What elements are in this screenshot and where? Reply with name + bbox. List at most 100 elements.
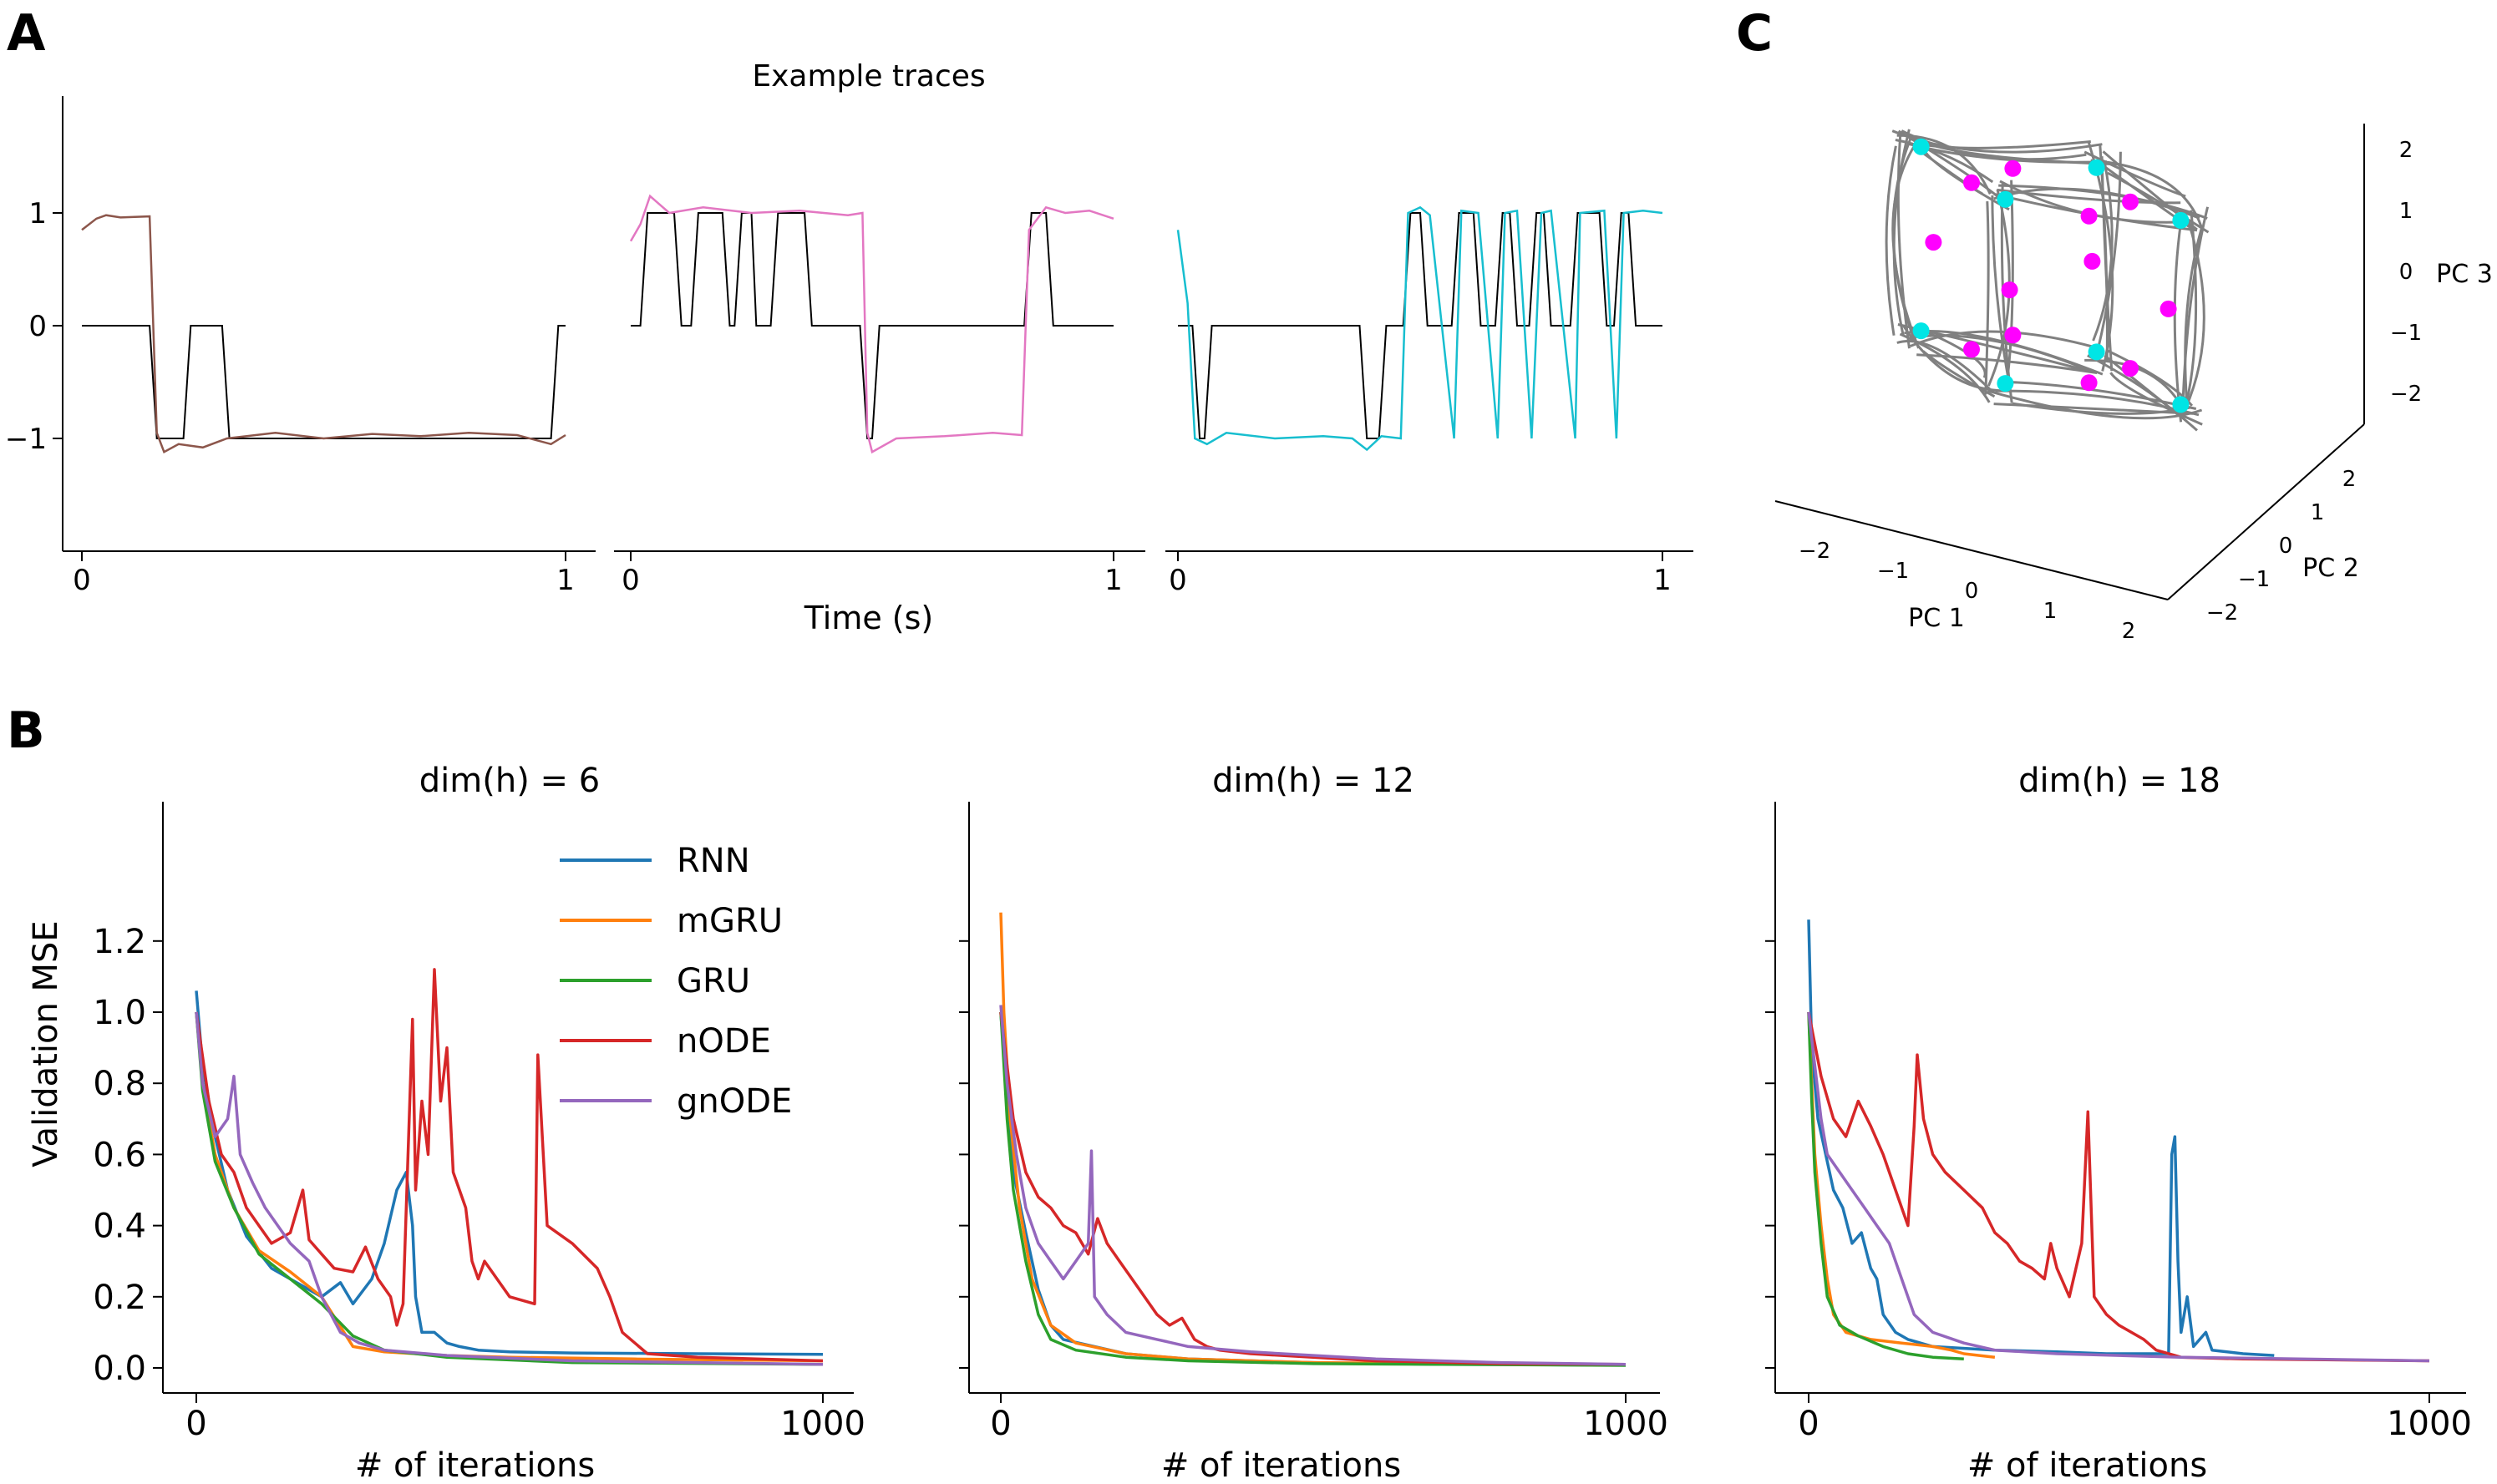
a-output-line: [1176, 205, 1663, 452]
b-xlabel: # of iterations: [355, 1446, 595, 1484]
pc2-tick-label: 0: [2279, 534, 2293, 559]
legend-label-gru: GRU: [677, 962, 750, 1000]
b-y-tick-label: 0.2: [93, 1279, 146, 1317]
c-trajectory: [2173, 221, 2183, 423]
pc2-tick-label: 2: [2342, 467, 2357, 492]
c-trajectory: [1885, 145, 1897, 336]
c-trajectory: [2087, 354, 2198, 432]
b-y-tick-label: 0.6: [93, 1136, 146, 1174]
c-face-fixed-point: [1963, 341, 1980, 358]
c-face-fixed-point: [2080, 207, 2098, 225]
b-y-tick-label: 1.2: [93, 923, 146, 961]
b-line-gru: [1807, 1011, 1964, 1361]
panel-a-title: Example traces: [752, 59, 985, 94]
b-line-gnode: [999, 1005, 1627, 1366]
pc2-tick-label: 1: [2311, 500, 2325, 525]
legend-label-gnode: gnODE: [677, 1082, 792, 1121]
b-line-node: [195, 968, 824, 1363]
c-corner-fixed-point: [1912, 138, 1930, 155]
c-corner-fixed-point: [1997, 375, 2014, 393]
b-y-tick-label: 0.8: [93, 1065, 146, 1103]
c-face-fixed-point: [2004, 160, 2022, 177]
a-y-tick-label: −1: [5, 423, 47, 456]
pc1-axis-line: [1774, 500, 2169, 600]
c-corner-fixed-point: [2172, 211, 2190, 229]
pc2-axis-line: [2167, 423, 2365, 600]
b-line-node: [999, 1011, 1627, 1366]
panel-b-training-curves: Validation MSE dim(h) = 6 0.0 0.2 0.4 0.6 0.8…: [27, 762, 2472, 1484]
pc3-tick-label: 1: [2399, 199, 2413, 224]
b-x-tick-label: 1000: [780, 1405, 865, 1443]
b-line-mgru: [195, 1011, 824, 1363]
c-face-fixed-point: [2001, 281, 2018, 299]
c-corner-fixed-point: [1997, 190, 2014, 208]
pc1-tick-label: 1: [2043, 599, 2058, 624]
c-corner-fixed-point: [2088, 159, 2105, 176]
a-x-tick-label: 1: [1104, 564, 1123, 597]
a-target-line: [1178, 212, 1662, 439]
panel-label-a: A: [7, 4, 46, 63]
c-trajectory: [2184, 221, 2205, 410]
c-face-fixed-point: [1963, 174, 1980, 191]
c-face-fixed-point: [2080, 374, 2098, 392]
pc1-tick-label: 0: [1965, 579, 1979, 604]
c-trajectory: [1987, 389, 2203, 420]
pc2-tick-label: −1: [2238, 567, 2270, 592]
b-line-rnn: [999, 1011, 1627, 1367]
legend-label-node: nODE: [677, 1022, 771, 1061]
c-trajectory: [2182, 210, 2198, 414]
panel-c-axes: [1774, 124, 2365, 600]
b-x-tick-label: 0: [990, 1405, 1011, 1443]
b-line-gnode: [1807, 1011, 2430, 1363]
c-trajectory: [1921, 150, 1983, 195]
pc1-tick-label: −2: [1799, 539, 1830, 564]
panel-c-fixed-points: [1912, 138, 2190, 413]
c-trajectory: [1984, 201, 1990, 395]
c-face-fixed-point: [2159, 300, 2177, 317]
a-y-tick-label: 1: [28, 197, 47, 230]
b-y-tick-label: 0.4: [93, 1208, 146, 1246]
c-trajectory: [1896, 339, 1994, 393]
c-trajectory: [1896, 132, 1911, 349]
pc1-tick-label: −1: [1877, 559, 1909, 584]
b-x-tick-label: 1000: [1583, 1405, 1668, 1443]
a-x-tick-label: 1: [1653, 564, 1672, 597]
panel-label-b: B: [7, 701, 45, 760]
c-trajectory: [1910, 330, 2094, 348]
b-line-gru: [195, 1011, 824, 1366]
legend-label-rnn: RNN: [677, 842, 750, 880]
c-trajectory: [2083, 150, 2186, 198]
b-xlabel: # of iterations: [1161, 1446, 1401, 1484]
panel-a-traces: [81, 194, 1663, 454]
panel-b-lines: [195, 912, 2430, 1367]
panel-label-c: C: [1736, 4, 1773, 63]
panel-b-ylabel: Validation MSE: [27, 920, 65, 1167]
c-face-fixed-point: [1925, 234, 1942, 251]
panel-a-xlabel: Time (s): [804, 600, 934, 636]
b-subplot-title: dim(h) = 12: [1212, 762, 1414, 800]
b-line-gnode: [195, 1011, 824, 1366]
b-x-tick-label: 1000: [2387, 1405, 2472, 1443]
b-x-tick-label: 0: [185, 1405, 206, 1443]
a-x-tick-label: 0: [1169, 564, 1187, 597]
pc2-label: PC 2: [2302, 554, 2359, 583]
b-xlabel: # of iterations: [1967, 1446, 2207, 1484]
a-target-line: [82, 325, 566, 439]
pc3-tick-label: −1: [2390, 321, 2422, 346]
c-face-fixed-point: [2004, 327, 2022, 344]
a-target-line: [631, 212, 1114, 439]
b-y-tick-label: 0.0: [93, 1350, 146, 1388]
a-x-tick-label: 1: [556, 564, 575, 597]
c-trajectory: [1892, 129, 1911, 336]
a-output-line: [629, 194, 1114, 454]
c-corner-fixed-point: [2088, 343, 2105, 361]
a-y-tick-label: 0: [28, 310, 47, 343]
a-x-tick-label: 0: [622, 564, 640, 597]
c-corner-fixed-point: [2172, 396, 2190, 413]
c-corner-fixed-point: [1912, 322, 1930, 340]
a-output-line: [81, 214, 566, 453]
c-trajectory: [1916, 353, 2098, 374]
